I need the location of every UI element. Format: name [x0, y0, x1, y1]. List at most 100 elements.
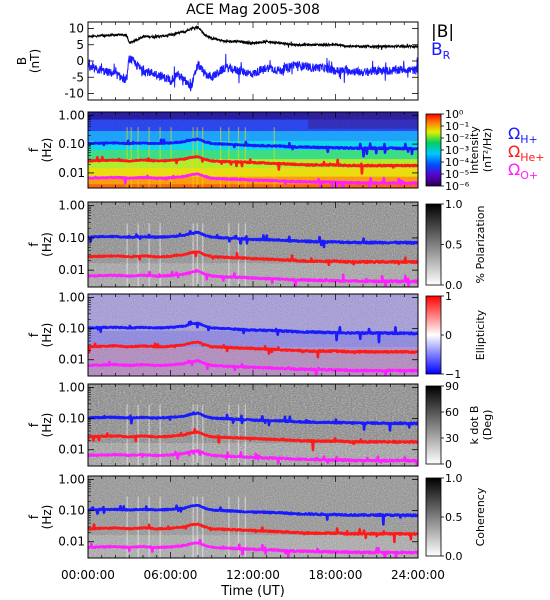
colorbar-tick-label: 0.0 [445, 550, 463, 563]
b-field-series-radial [88, 53, 418, 92]
y-tick-label: 1.00 [58, 199, 85, 213]
spectrogram-streak [192, 223, 194, 287]
gyrofrequency-line-h [88, 137, 418, 158]
colorbar-tick-label: 1.0 [445, 472, 463, 485]
spectrogram-streak [192, 496, 194, 558]
y-tick-label: 1.00 [58, 108, 85, 122]
intensity-streak [137, 127, 139, 188]
colorbar-tick-label: 90 [445, 380, 459, 393]
colorbar-tick-label: 30 [445, 432, 459, 445]
gyrofrequency-line-o [88, 449, 418, 466]
legend-omega-he: ΩHe+ [508, 142, 545, 164]
y-tick-label: -5 [72, 70, 84, 84]
y-tick-label: 1.00 [58, 473, 85, 487]
gyrofrequency-line-h [88, 503, 418, 526]
intensity-streak [237, 127, 240, 188]
legend-omega-he-sub: He+ [520, 151, 544, 164]
x-tick-label: 06:00:00 [144, 568, 198, 582]
colorbar-title: Intensity [468, 126, 481, 174]
colorbar-tick-label: 10⁻² [445, 132, 469, 145]
intensity-frame [87, 111, 419, 189]
colorbar [425, 113, 442, 187]
gyrofrequency-line-he [88, 340, 418, 359]
colorbar-tick-label: 60 [445, 406, 459, 419]
y-axis-label: f [27, 242, 41, 247]
legend-omega-he-symbol: Ω [508, 142, 520, 161]
kdotb-panel: 1.00 0.10 0.01 f (Hz) 90 60 30 0 k dot B (Deg) [27, 380, 494, 471]
legend-b-radial-sub: R [443, 49, 451, 62]
y-axis-units: (nT) [28, 49, 42, 73]
colorbar-title: k dot B [468, 406, 481, 445]
y-tick-label: 0.10 [58, 504, 85, 518]
spectrogram-streak [126, 223, 128, 287]
spectrogram-streak [228, 404, 230, 466]
y-axis-units: (Hz) [40, 138, 54, 163]
ellipticity-blue-texture [88, 294, 418, 376]
chart-title: ACE Mag 2005-308 [186, 2, 320, 18]
colorbar-title: % Polarization [474, 206, 487, 284]
gyrofrequency-line-h [88, 411, 418, 432]
colorbar-title: Coherency [474, 487, 487, 546]
legend-omega-o: ΩO+ [508, 160, 538, 182]
colorbar-tick-label: 10⁻⁶ [445, 180, 470, 193]
x-axis-label: Time (UT) [220, 584, 285, 599]
y-tick-label: 0.01 [58, 353, 85, 367]
y-tick-label: 0.10 [58, 322, 85, 336]
y-axis-label: f [27, 422, 41, 427]
b-field-panel: 10 5 0 -5 -10 B (nT) [15, 21, 419, 101]
gyrofrequency-legend: ΩH+ ΩHe+ ΩO+ [508, 124, 545, 182]
spectrogram-streak [196, 496, 198, 558]
colorbar-title: Ellipticity [474, 309, 487, 360]
spectrogram-streak [237, 496, 240, 558]
y-tick-label: 0.01 [58, 443, 85, 457]
gyrofrequency-line-o [88, 359, 418, 376]
colorbar [425, 385, 442, 465]
ellipticity-panel: 1.00 0.10 0.01 f (Hz) 1 0 −1 Ellipticity [27, 290, 487, 381]
legend-omega-h: ΩH+ [508, 124, 538, 146]
y-tick-label: 0.01 [58, 535, 85, 549]
b-field-frame [87, 21, 419, 101]
spectrogram-streak [228, 223, 230, 287]
gyrofrequency-line-o [88, 268, 418, 287]
spectrogram-streak [192, 404, 194, 466]
colorbar-tick-label: 0 [445, 329, 452, 342]
gyrofrequency-line-h [88, 229, 418, 249]
gyrofrequency-line-he [88, 250, 418, 267]
intensity-streak [244, 127, 246, 188]
x-tick-label: 24:00:00 [391, 568, 445, 582]
spectrogram-streak [244, 404, 247, 466]
y-tick-label: 5 [76, 38, 84, 52]
spectrogram-streak [196, 404, 198, 466]
legend-b-magnitude: |B| [431, 22, 454, 42]
legend-b-radial-base: B [431, 40, 443, 60]
y-axis-units: (Hz) [40, 505, 54, 530]
gyrofrequency-line-he [88, 427, 418, 452]
spectrogram-streak [237, 404, 240, 466]
colorbar-tick-label: 10⁻¹ [445, 120, 469, 133]
colorbar-tick-label: 10⁻³ [445, 144, 469, 157]
y-tick-label: 0.10 [58, 231, 85, 245]
b-field-series-magnitude [88, 24, 418, 50]
colorbar [425, 295, 442, 375]
y-axis-label: f [27, 147, 41, 152]
x-tick-label: 12:00:00 [226, 568, 280, 582]
intensity-streak [228, 127, 230, 188]
spectrogram-streak [244, 496, 247, 558]
y-axis-label: B [15, 57, 29, 65]
colorbar-tick-label: 0.0 [445, 279, 463, 292]
colorbar-tick-label: −1 [445, 368, 461, 381]
colorbar-tick-label: 1 [445, 290, 452, 303]
colorbar-tick-label: 10⁻⁴ [445, 156, 470, 169]
ellipticity-frame [87, 293, 419, 377]
colorbar [425, 203, 442, 286]
colorbar-tick-label: 0.5 [445, 239, 463, 252]
polarization-frame [87, 201, 419, 288]
colorbar-tick-label: 10⁰ [445, 108, 464, 121]
colorbar [425, 477, 442, 557]
y-tick-label: 1.00 [58, 291, 85, 305]
y-tick-label: 10 [69, 22, 84, 36]
gyrofrequency-line-he [88, 155, 418, 175]
y-axis-label: f [27, 514, 41, 519]
